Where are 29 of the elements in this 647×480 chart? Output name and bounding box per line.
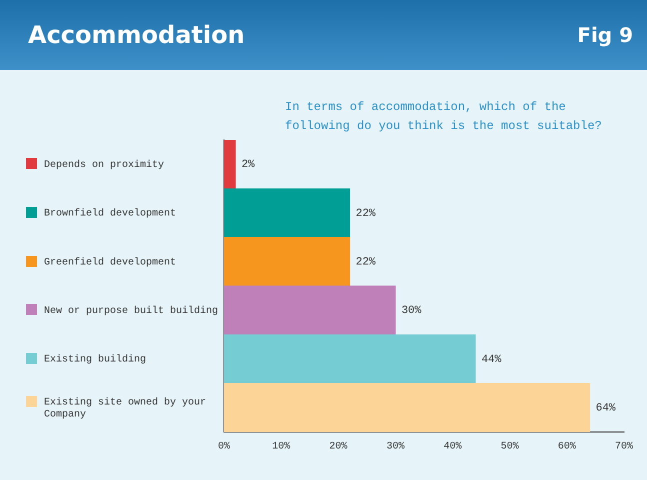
bar	[224, 188, 350, 238]
x-tick-label: 10%	[272, 442, 290, 453]
bar	[224, 140, 236, 189]
data-label: 64%	[596, 402, 616, 415]
data-label: 30%	[401, 305, 422, 318]
y-tick-label: New or purpose built building	[44, 304, 218, 317]
data-label: 44%	[481, 354, 502, 366]
caption: Fig 9	[577, 23, 633, 47]
chart-subtitle: In terms of accommodation, which of the following do you think is the most suitable?	[285, 99, 603, 135]
data-label: 2%	[241, 159, 256, 172]
bar	[224, 334, 476, 384]
y-tick-label: Existing building	[44, 354, 146, 366]
x-tick-label: 0%	[218, 442, 230, 453]
x-tick-label: 70%	[614, 442, 634, 453]
x-tick-label: 20%	[329, 442, 348, 453]
data-label: 22%	[356, 256, 376, 269]
x-tick-label: 30%	[386, 442, 404, 453]
y-tick-label: Brownfield development	[44, 208, 176, 220]
y-tick-label: Depends on proximity	[44, 158, 164, 171]
bar	[224, 286, 396, 335]
chart-title: Accommodation	[28, 21, 245, 49]
y-tick-label: Existing site owned by your Company	[44, 396, 206, 420]
data-label: 22%	[356, 208, 376, 220]
y-tick-label: Greenfield development	[44, 256, 176, 268]
bar	[224, 383, 590, 432]
x-tick-label: 60%	[558, 442, 576, 453]
x-tick-label: 40%	[444, 442, 462, 453]
bar	[224, 237, 350, 286]
x-tick-label: 50%	[500, 442, 519, 453]
